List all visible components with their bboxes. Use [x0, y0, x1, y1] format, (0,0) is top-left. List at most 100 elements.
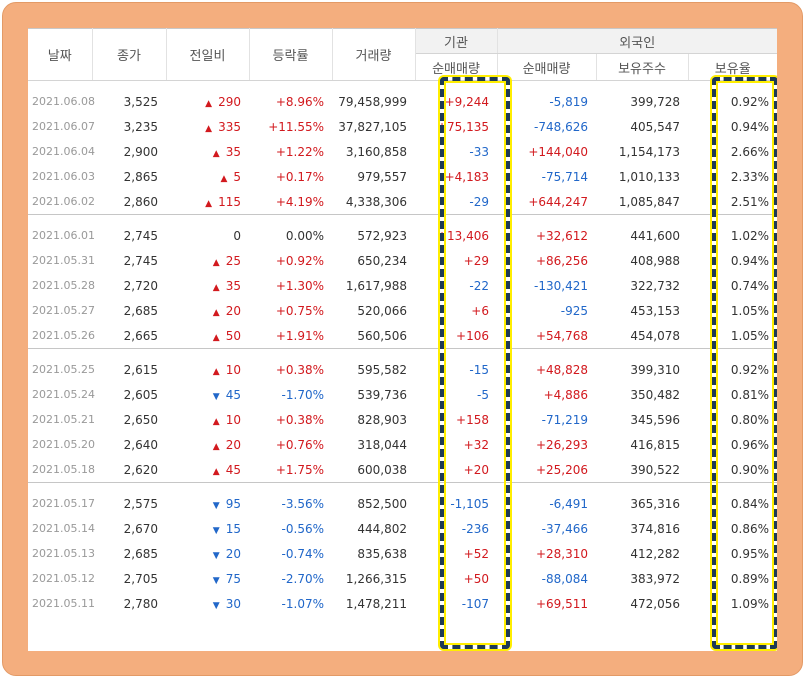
- table-row: 2021.05.13 2,685 ▼ 20 -0.74% 835,638 +52 +28,31…: [28, 541, 777, 566]
- cell-foreign-net: +644,247: [528, 194, 588, 209]
- cell-foreign-holdings: 1,154,173: [618, 144, 680, 159]
- group-divider: [28, 348, 777, 349]
- cell-date: 2021.06.03: [32, 170, 95, 183]
- cell-foreign-net: +28,310: [535, 546, 588, 561]
- cell-foreign-ratio: 0.74%: [730, 278, 769, 293]
- cell-inst-net: +158: [456, 412, 489, 427]
- cell-diff: 0: [166, 223, 249, 248]
- cell-foreign-holdings: 441,600: [630, 228, 680, 243]
- cell-date: 2021.06.01: [32, 229, 95, 242]
- cell-foreign-holdings: 399,310: [630, 362, 680, 377]
- cell-foreign-net: -75,714: [541, 169, 588, 184]
- cell-diff: ▲ 335: [166, 114, 249, 139]
- cell-foreign-holdings: 454,078: [630, 328, 680, 343]
- down-triangle-icon: ▼: [212, 500, 220, 511]
- cell-date: 2021.06.04: [32, 145, 95, 158]
- cell-close: 2,670: [123, 521, 158, 536]
- cell-diff: ▲ 5: [166, 164, 249, 189]
- cell-date: 2021.05.28: [32, 279, 95, 292]
- cell-foreign-ratio: 0.81%: [730, 387, 769, 402]
- diff-value: 35: [225, 144, 241, 159]
- cell-rate: 0.00%: [285, 228, 324, 243]
- cell-close: 2,685: [123, 303, 158, 318]
- table-row: 2021.05.28 2,720 ▲ 35 +1.30% 1,617,988 -22 -130…: [28, 273, 777, 298]
- cell-inst-net: +20: [463, 462, 489, 477]
- diff-value: 0: [233, 228, 241, 243]
- cell-rate: +0.17%: [275, 169, 324, 184]
- cell-foreign-ratio: 0.84%: [730, 496, 769, 511]
- cell-foreign-net: -130,421: [534, 278, 588, 293]
- table-row: 2021.06.03 2,865 ▲ 5 +0.17% 979,557 +4,183 -75,…: [28, 164, 777, 189]
- up-triangle-icon: ▲: [205, 123, 213, 134]
- cell-rate: -2.70%: [281, 571, 324, 586]
- cell-rate: -0.74%: [281, 546, 324, 561]
- cell-foreign-ratio: 0.86%: [730, 521, 769, 536]
- down-triangle-icon: ▼: [212, 600, 220, 611]
- cell-rate: +1.91%: [275, 328, 324, 343]
- cell-close: 2,860: [123, 194, 158, 209]
- cell-close: 2,745: [123, 253, 158, 268]
- cell-rate: +0.92%: [275, 253, 324, 268]
- cell-foreign-ratio: 0.94%: [730, 119, 769, 134]
- cell-foreign-holdings: 322,732: [630, 278, 680, 293]
- header-diff: 전일비: [166, 28, 250, 81]
- cell-foreign-ratio: 2.33%: [730, 169, 769, 184]
- diff-value: 35: [225, 278, 241, 293]
- cell-volume: 1,617,988: [345, 278, 407, 293]
- cell-inst-net: -1,105: [450, 496, 489, 511]
- cell-foreign-ratio: 1.05%: [730, 303, 769, 318]
- cell-date: 2021.05.27: [32, 304, 95, 317]
- cell-foreign-net: +32,612: [535, 228, 588, 243]
- cell-foreign-ratio: 1.09%: [730, 596, 769, 611]
- cell-rate: +4.19%: [275, 194, 324, 209]
- cell-inst-net: -29: [469, 194, 489, 209]
- cell-foreign-holdings: 412,282: [630, 546, 680, 561]
- table-row: 2021.05.12 2,705 ▼ 75 -2.70% 1,266,315 +50 -88,…: [28, 566, 777, 591]
- cell-foreign-holdings: 399,728: [630, 94, 680, 109]
- cell-inst-net: +6: [471, 303, 489, 318]
- table-row: 2021.05.24 2,605 ▼ 45 -1.70% 539,736 -5 +4,886 3…: [28, 382, 777, 407]
- cell-volume: 852,500: [357, 496, 407, 511]
- cell-inst-net: +4,183: [444, 169, 489, 184]
- up-triangle-icon: ▲: [212, 148, 220, 159]
- cell-close: 2,640: [123, 437, 158, 452]
- cell-close: 2,745: [123, 228, 158, 243]
- cell-foreign-holdings: 374,816: [630, 521, 680, 536]
- group-spacer: [28, 81, 777, 90]
- cell-date: 2021.05.14: [32, 522, 95, 535]
- diff-value: 10: [225, 412, 241, 427]
- cell-diff: ▲ 20: [166, 432, 249, 457]
- cell-foreign-ratio: 0.96%: [730, 437, 769, 452]
- table-row: 2021.06.04 2,900 ▲ 35 +1.22% 3,160,858 -33 +144…: [28, 139, 777, 164]
- cell-foreign-holdings: 350,482: [630, 387, 680, 402]
- cell-foreign-ratio: 0.92%: [730, 94, 769, 109]
- cell-volume: 1,478,211: [345, 596, 407, 611]
- cell-foreign-net: +48,828: [535, 362, 588, 377]
- cell-date: 2021.06.08: [32, 95, 95, 108]
- cell-rate: -3.56%: [281, 496, 324, 511]
- cell-close: 2,650: [123, 412, 158, 427]
- cell-foreign-net: +54,768: [535, 328, 588, 343]
- header-foreign: 외국인: [497, 28, 777, 54]
- header-foreign-holdings: 보유주수: [596, 53, 689, 81]
- cell-close: 2,780: [123, 596, 158, 611]
- header-foreign-ratio: 보유율: [688, 53, 777, 81]
- cell-inst-net: +52: [463, 546, 489, 561]
- cell-foreign-ratio: 0.80%: [730, 412, 769, 427]
- table-row: 2021.05.20 2,640 ▲ 20 +0.76% 318,044 +32 +26,29…: [28, 432, 777, 457]
- up-triangle-icon: ▲: [205, 98, 213, 109]
- cell-diff: ▲ 35: [166, 273, 249, 298]
- table-row: 2021.05.11 2,780 ▼ 30 -1.07% 1,478,211 -107 +69…: [28, 591, 777, 616]
- header-rate: 등락률: [249, 28, 333, 81]
- cell-date: 2021.05.24: [32, 388, 95, 401]
- cell-foreign-net: +4,886: [543, 387, 588, 402]
- cell-foreign-ratio: 2.66%: [730, 144, 769, 159]
- cell-foreign-net: -71,219: [541, 412, 588, 427]
- cell-close: 2,665: [123, 328, 158, 343]
- header-date: 날짜: [28, 28, 93, 81]
- diff-value: 45: [225, 462, 241, 477]
- up-triangle-icon: ▲: [212, 257, 220, 268]
- cell-inst-net: +29: [463, 253, 489, 268]
- table-row: 2021.05.26 2,665 ▲ 50 +1.91% 560,506 +106 +54,7…: [28, 323, 777, 349]
- cell-foreign-net: +25,206: [535, 462, 588, 477]
